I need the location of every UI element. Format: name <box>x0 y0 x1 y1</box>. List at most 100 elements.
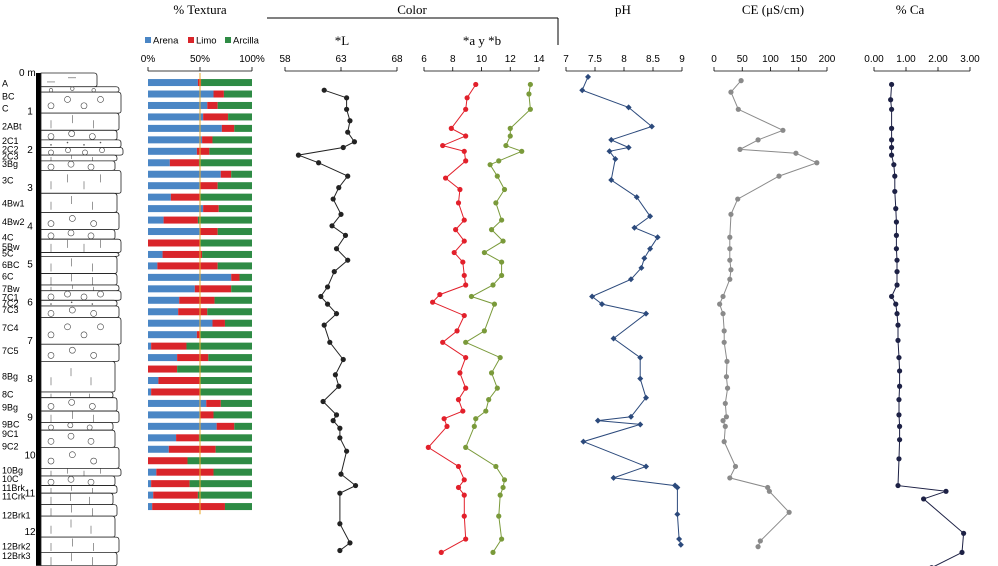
ca-series-point <box>892 173 898 179</box>
ca-series-line <box>890 84 965 566</box>
a-series-point <box>461 272 467 279</box>
ph-series-point <box>610 335 617 342</box>
arcilla-bar-segment <box>213 468 252 476</box>
ca-series-point <box>897 383 903 389</box>
limo-bar-segment <box>203 113 229 121</box>
arena-bar-segment <box>148 445 169 453</box>
ce-series-point <box>721 328 727 334</box>
a-series-point <box>448 125 454 131</box>
b-series-point <box>491 301 498 307</box>
column-layer <box>40 422 114 431</box>
a-series-point <box>460 259 466 265</box>
b-series-point <box>499 259 505 265</box>
ca-series-point <box>889 125 895 131</box>
header-ce: CE (μS/cm) <box>742 2 804 17</box>
texture-legend: Arena Limo Arcilla <box>145 36 260 47</box>
b-series-point <box>499 536 505 542</box>
column-layer <box>40 170 122 194</box>
a-series-point <box>438 549 444 556</box>
b-series-point <box>500 484 506 491</box>
l-series-point <box>333 311 340 317</box>
limo-bar-segment <box>221 124 235 132</box>
a-series-point <box>473 81 479 88</box>
arcilla-bar-segment <box>201 79 252 87</box>
arcilla-bar-segment <box>208 354 252 362</box>
ce-series-point <box>717 301 723 307</box>
sand-symbol <box>50 303 52 305</box>
ph-series-point <box>631 224 638 231</box>
gravel-symbol <box>67 160 75 168</box>
limo-bar-segment <box>151 480 190 488</box>
depth-tick-label: 12 <box>24 527 36 538</box>
ph-series-point <box>608 176 615 183</box>
arena-bar-segment <box>148 216 164 224</box>
a-series-point <box>437 291 443 298</box>
a-series-point <box>463 385 469 391</box>
limo-bar-segment <box>170 193 200 201</box>
gravel-symbol <box>97 96 104 103</box>
arena-bar-segment <box>148 491 154 499</box>
ca-series-point <box>889 106 895 112</box>
a-series-point <box>440 142 446 149</box>
l-series-point <box>336 383 342 389</box>
limo-bar-segment <box>203 205 219 213</box>
b-series-point <box>473 416 479 422</box>
x-tick-label: 68 <box>391 54 403 65</box>
depth-tick-label: 4 <box>27 221 33 232</box>
limo-bar-segment <box>202 136 213 144</box>
arena-bar-segment <box>148 342 152 350</box>
column-layer <box>40 536 120 553</box>
ph-panel: 7 7.5 8 8.5 9 <box>563 54 685 548</box>
sand-symbol <box>70 301 73 304</box>
b-series-point <box>497 492 503 498</box>
a-series-point <box>461 238 467 244</box>
b-series-point <box>481 328 487 334</box>
ce-series-point <box>793 150 799 156</box>
stratigraphic-column <box>36 72 124 566</box>
ph-series-point <box>610 474 617 481</box>
b-series-point <box>496 158 502 164</box>
x-tick-label: 0 <box>711 54 717 65</box>
arcilla-bar-segment <box>217 182 252 190</box>
gravel-symbol <box>47 403 55 410</box>
l-series-point <box>352 482 359 489</box>
gravel-symbol <box>47 331 55 339</box>
depth-tick-label: 11 <box>25 489 36 500</box>
ph-series-point <box>625 144 632 151</box>
x-tick-label: 10 <box>476 54 488 65</box>
horizon-label: 2C1 <box>2 136 19 146</box>
limo-bar-segment <box>179 296 215 304</box>
a-series-point <box>453 227 459 233</box>
b-series-point <box>471 423 477 429</box>
l-series-point <box>337 425 343 431</box>
column-layer <box>40 273 118 286</box>
arena-bar-segment <box>148 182 200 190</box>
limo-bar-segment <box>157 262 218 270</box>
ph-series-point <box>625 104 632 111</box>
b-series-point <box>490 282 496 288</box>
arena-bar-segment <box>148 170 221 178</box>
x-tick-label: 14 <box>533 54 545 65</box>
a-series-point <box>441 416 447 422</box>
arcilla-bar-segment <box>217 101 252 109</box>
ce-series-point <box>727 234 733 240</box>
ca-series-point <box>894 282 900 288</box>
gravel-symbol <box>69 451 76 459</box>
arena-bar-segment <box>148 468 157 476</box>
limo-bar-segment <box>196 331 200 339</box>
l-series-point <box>345 173 351 179</box>
l-series-point <box>332 372 338 378</box>
l-series-point <box>337 547 343 554</box>
ca-series-point <box>894 257 900 263</box>
ph-series-point <box>654 234 661 241</box>
horizon-label: 6BC <box>2 260 20 270</box>
b-series-point <box>496 513 502 519</box>
ce-series-point <box>728 267 734 273</box>
x-tick-label: 7.5 <box>588 54 602 65</box>
a-series-point <box>461 148 467 154</box>
arena-bar-segment <box>148 296 180 304</box>
arcilla-bar-segment <box>223 90 252 98</box>
l-series-point <box>337 435 343 441</box>
horizon-label: 11Crk <box>2 491 26 501</box>
ca-series-point <box>889 137 895 143</box>
